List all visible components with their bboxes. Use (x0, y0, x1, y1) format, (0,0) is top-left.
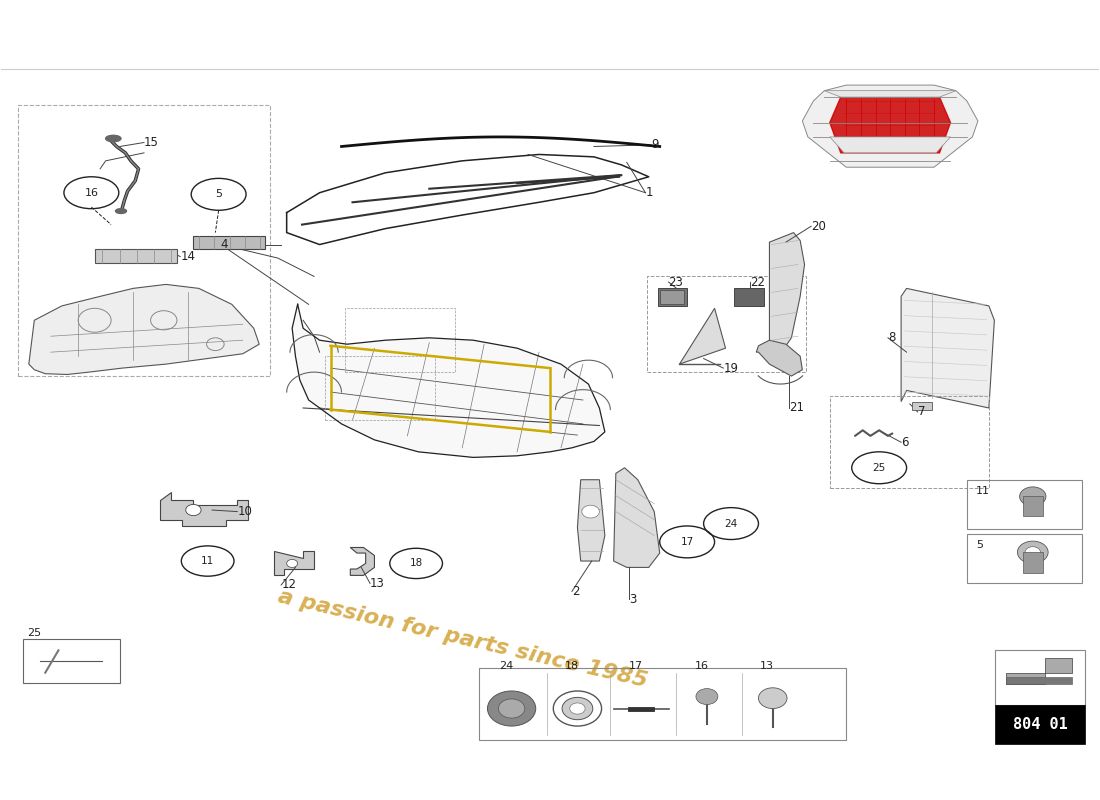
Text: 5: 5 (216, 190, 222, 199)
Circle shape (1025, 546, 1041, 558)
Bar (18, 105, 271, 376)
Text: 17: 17 (628, 661, 642, 671)
Polygon shape (658, 288, 688, 306)
Text: 22: 22 (750, 275, 764, 289)
Text: 8: 8 (888, 331, 895, 344)
Polygon shape (95, 249, 177, 263)
Circle shape (696, 689, 718, 705)
Polygon shape (614, 468, 660, 567)
Text: 14: 14 (180, 250, 195, 263)
Text: 23: 23 (669, 275, 683, 289)
Text: 19: 19 (724, 362, 738, 374)
Text: 24: 24 (499, 661, 514, 671)
Text: 24: 24 (725, 518, 738, 529)
Circle shape (582, 506, 600, 518)
Bar (23, 639, 120, 683)
Bar (996, 705, 1086, 744)
Bar (829, 396, 989, 488)
Polygon shape (901, 288, 994, 408)
Bar (344, 308, 454, 372)
Text: 10: 10 (238, 505, 252, 518)
Text: a passion for parts since 1985: a passion for parts since 1985 (275, 587, 649, 691)
Bar (967, 480, 1082, 529)
Polygon shape (578, 480, 605, 561)
Text: 2: 2 (572, 585, 580, 598)
Text: 15: 15 (144, 136, 158, 149)
Text: 5: 5 (976, 540, 982, 550)
Polygon shape (829, 137, 950, 153)
Text: 3: 3 (629, 593, 637, 606)
Text: 25: 25 (872, 462, 886, 473)
Ellipse shape (106, 135, 121, 142)
Text: 4: 4 (221, 238, 229, 251)
Text: 6: 6 (901, 436, 909, 449)
Text: 18: 18 (565, 661, 579, 671)
Text: 12: 12 (282, 578, 296, 591)
Polygon shape (29, 285, 260, 374)
Circle shape (759, 688, 786, 709)
Polygon shape (274, 551, 315, 575)
Circle shape (553, 691, 602, 726)
Polygon shape (1006, 658, 1072, 684)
Polygon shape (680, 308, 726, 364)
Bar (326, 356, 434, 420)
Text: 804 01: 804 01 (1013, 717, 1068, 732)
Polygon shape (735, 288, 764, 306)
Text: 7: 7 (917, 406, 925, 418)
Bar (996, 650, 1086, 705)
Polygon shape (829, 97, 950, 153)
Text: 16: 16 (85, 188, 98, 198)
Polygon shape (757, 340, 802, 376)
Polygon shape (194, 236, 265, 249)
Text: 13: 13 (370, 577, 385, 590)
Polygon shape (660, 290, 684, 304)
Text: 11: 11 (201, 556, 214, 566)
Bar (647, 277, 805, 372)
Text: 9: 9 (651, 138, 659, 151)
Polygon shape (1023, 497, 1043, 516)
Text: 16: 16 (694, 661, 708, 671)
Text: 25: 25 (26, 627, 41, 638)
Polygon shape (293, 304, 605, 458)
Text: 11: 11 (976, 486, 990, 496)
Text: 18: 18 (409, 558, 422, 569)
Polygon shape (287, 154, 649, 245)
Text: 1: 1 (646, 186, 653, 199)
Polygon shape (161, 492, 249, 526)
Circle shape (562, 698, 593, 720)
Text: 13: 13 (760, 661, 774, 671)
Text: 21: 21 (789, 402, 804, 414)
Circle shape (498, 699, 525, 718)
Polygon shape (824, 90, 956, 97)
Circle shape (570, 703, 585, 714)
Ellipse shape (116, 209, 127, 214)
Circle shape (1018, 541, 1048, 563)
Bar (478, 668, 846, 740)
Polygon shape (1006, 677, 1072, 684)
Polygon shape (912, 402, 932, 410)
Circle shape (1020, 487, 1046, 506)
Text: 20: 20 (811, 220, 826, 233)
Polygon shape (802, 85, 978, 167)
Polygon shape (350, 547, 374, 575)
Bar (967, 534, 1082, 583)
Polygon shape (769, 233, 804, 354)
Text: 17: 17 (681, 537, 694, 547)
Circle shape (287, 559, 298, 567)
Circle shape (186, 505, 201, 515)
Circle shape (487, 691, 536, 726)
Polygon shape (1023, 552, 1043, 573)
